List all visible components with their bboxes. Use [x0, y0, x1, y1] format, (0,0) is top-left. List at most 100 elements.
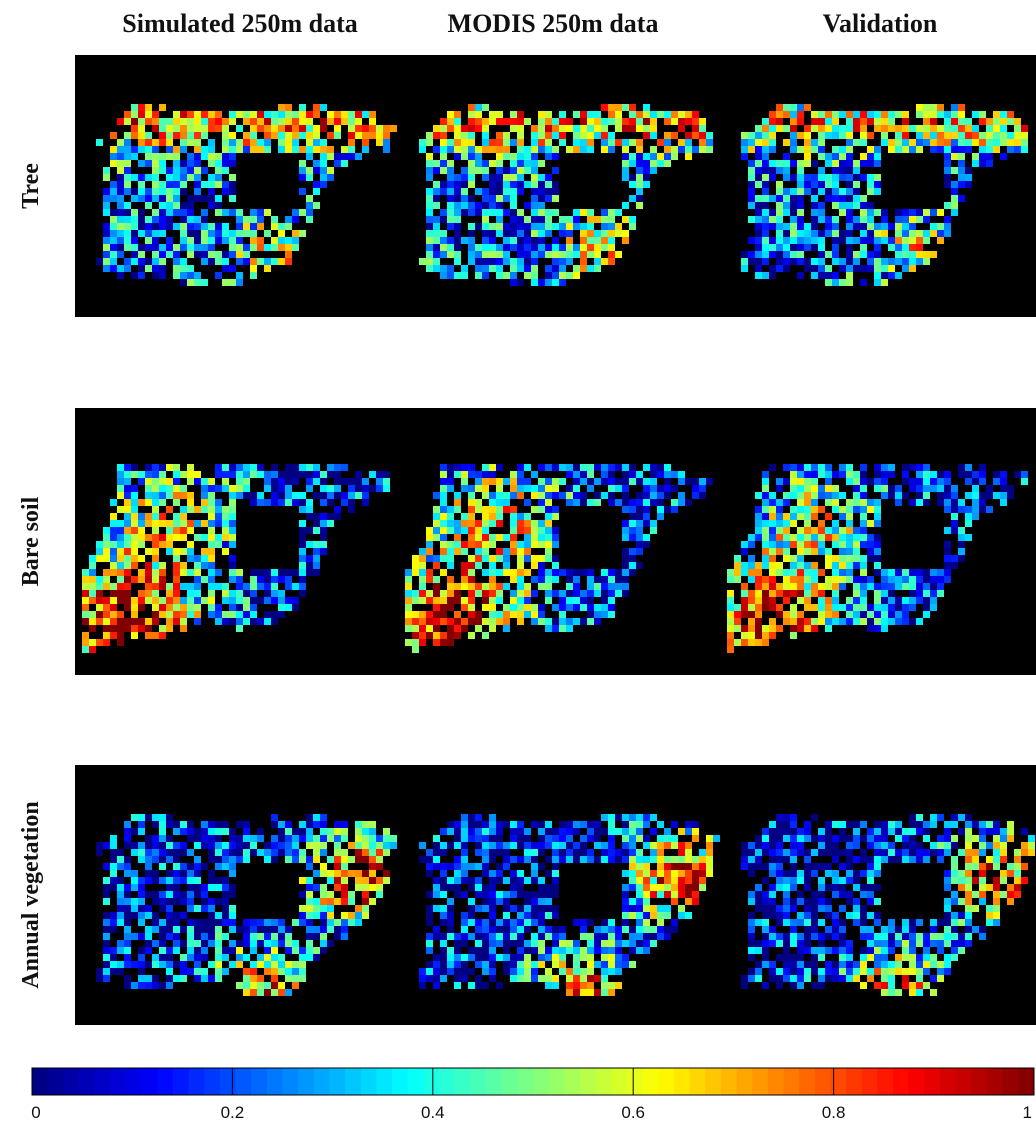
map-cell [433, 849, 440, 856]
map-cell [545, 835, 552, 842]
map-cell [615, 933, 622, 940]
map-cell [405, 611, 412, 618]
map-cell [517, 926, 524, 933]
map-cell [643, 174, 650, 181]
map-cell [257, 828, 264, 835]
map-cell [951, 499, 958, 506]
map-cell [496, 478, 503, 485]
map-cell [538, 884, 545, 891]
map-cell [271, 569, 278, 576]
map-cell [440, 118, 447, 125]
map-cell [587, 223, 594, 230]
map-cell [320, 905, 327, 912]
map-cell [1028, 835, 1035, 842]
map-cell [678, 139, 685, 146]
map-cell [804, 583, 811, 590]
map-cell [776, 569, 783, 576]
map-cell [951, 527, 958, 534]
map-cell [790, 104, 797, 111]
map-cell [951, 118, 958, 125]
map-cell [979, 153, 986, 160]
map-cell [264, 989, 271, 996]
map-cell [194, 272, 201, 279]
map-cell [517, 856, 524, 863]
map-cell [243, 842, 250, 849]
map-cell [194, 223, 201, 230]
map-cell [951, 562, 958, 569]
map-cell [306, 541, 313, 548]
map-cell [138, 520, 145, 527]
map-cell [573, 597, 580, 604]
map-cell [208, 506, 215, 513]
map-cell [510, 195, 517, 202]
map-cell [804, 223, 811, 230]
map-cell [299, 520, 306, 527]
map-cell [916, 485, 923, 492]
map-cell [454, 139, 461, 146]
map-cell [355, 485, 362, 492]
map-cell [440, 849, 447, 856]
map-cell [664, 877, 671, 884]
map-cell [489, 618, 496, 625]
map-cell [545, 251, 552, 258]
map-cell [229, 118, 236, 125]
map-cell [573, 961, 580, 968]
map-cell [496, 464, 503, 471]
map-cell [103, 891, 110, 898]
map-cell [250, 597, 257, 604]
map-cell [783, 111, 790, 118]
map-cell [180, 167, 187, 174]
map-cell [440, 569, 447, 576]
map-cell [447, 513, 454, 520]
map-cell [762, 835, 769, 842]
map-cell [818, 597, 825, 604]
map-cell [433, 195, 440, 202]
map-cell [881, 258, 888, 265]
map-cell [517, 216, 524, 223]
map-cell [215, 569, 222, 576]
map-cell [762, 534, 769, 541]
map-cell [566, 492, 573, 499]
map-cell [419, 618, 426, 625]
map-cell [82, 611, 89, 618]
map-cell [545, 926, 552, 933]
map-cell [545, 139, 552, 146]
map-cell [538, 912, 545, 919]
map-cell [482, 478, 489, 485]
map-cell [741, 611, 748, 618]
map-cell [531, 576, 538, 583]
map-cell [531, 230, 538, 237]
map-cell [103, 625, 110, 632]
map-cell [587, 947, 594, 954]
map-cell [243, 111, 250, 118]
map-cell [818, 492, 825, 499]
map-cell [461, 961, 468, 968]
map-cell [461, 265, 468, 272]
map-cell [510, 167, 517, 174]
map-cell [285, 856, 292, 863]
map-cell [447, 898, 454, 905]
map-cell [580, 968, 587, 975]
map-cell [159, 625, 166, 632]
map-cell [853, 118, 860, 125]
map-cell [292, 982, 299, 989]
map-cell [944, 492, 951, 499]
map-cell [426, 265, 433, 272]
map-cell [166, 618, 173, 625]
map-cell [804, 181, 811, 188]
map-cell [972, 132, 979, 139]
map-cell [748, 188, 755, 195]
map-cell [264, 933, 271, 940]
map-cell [538, 611, 545, 618]
map-cell [461, 209, 468, 216]
map-cell [776, 118, 783, 125]
map-cell [313, 478, 320, 485]
map-cell [825, 265, 832, 272]
map-cell [755, 237, 762, 244]
map-cell [818, 202, 825, 209]
map-cell [797, 534, 804, 541]
map-cell [482, 828, 489, 835]
map-cell [601, 933, 608, 940]
map-cell [138, 849, 145, 856]
map-cell [236, 111, 243, 118]
